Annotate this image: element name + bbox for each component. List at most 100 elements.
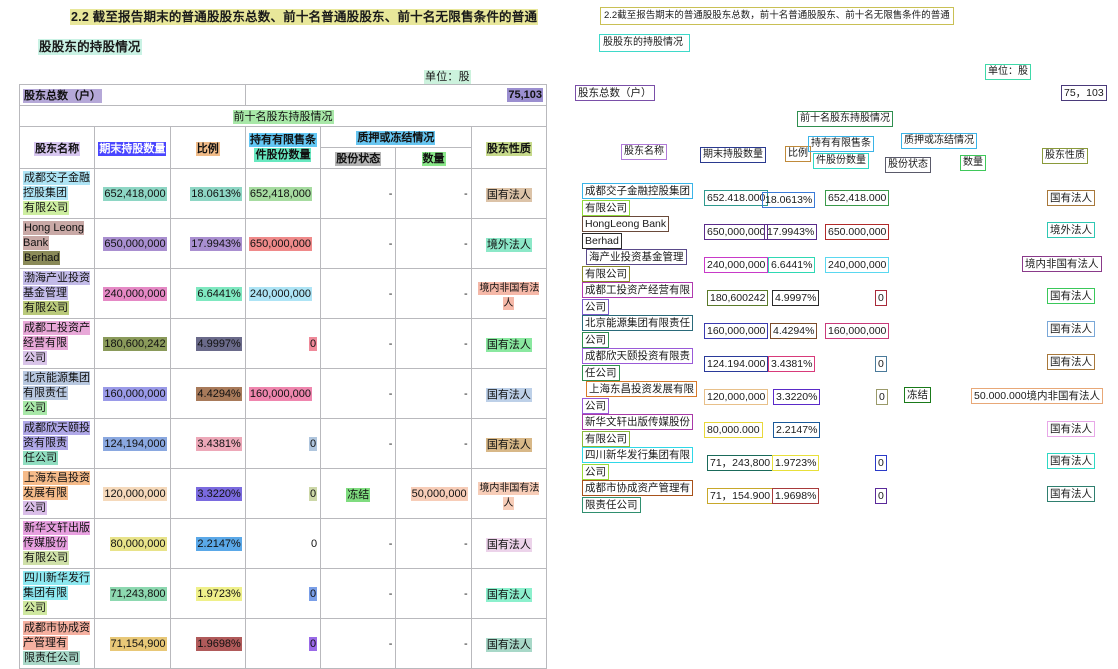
- header-cell-restricted: 持有有限售条 件股份数量: [244, 126, 322, 169]
- cell-pct-value: 17.9943%: [190, 236, 242, 251]
- ocr-cell-qty: 652.418.000: [704, 190, 769, 206]
- cell-pct-value: 6.6441%: [196, 286, 242, 301]
- cell-pct: 3.3220%: [169, 468, 246, 519]
- cell-amount: -: [395, 268, 472, 319]
- ocr-cell-restricted: 0: [875, 290, 887, 306]
- page-title-line2-text: 股股东的持股情况: [38, 39, 142, 55]
- cell-restricted-value: 0: [311, 537, 318, 550]
- page-title-line1: 2.2 截至报告期末的普通股股东总数、前十名普通股股东、前十名无限售条件的普通: [70, 6, 539, 25]
- cell-holder-type: 境外法人: [470, 218, 548, 269]
- ocr-cell-name-line1: 成都交子金融控股集团: [582, 183, 693, 199]
- cell-pct-value: 18.0613%: [190, 186, 242, 201]
- ocr-total-shareholders-label: 股东总数（户）: [575, 85, 655, 101]
- table-header-row-1: 股东名称 期末持股数量 比例 持有有限售条 件股份数量 质押或冻结情况 股东性质: [18, 126, 548, 169]
- cell-pct-value: 1.9723%: [196, 586, 242, 601]
- cell-amount-value: 50,000,000: [410, 486, 468, 501]
- cell-share-state: -: [320, 318, 397, 369]
- ocr-cell-qty: 71，154.900: [707, 488, 774, 504]
- cell-holder-type-value: 境外法人: [485, 237, 532, 252]
- cell-amount-value: -: [464, 237, 468, 250]
- cell-restricted-value: 160,000,000: [248, 386, 313, 401]
- cell-pct-value: 4.9997%: [196, 336, 242, 351]
- total-shareholders-label-cell: 股东总数（户）: [19, 84, 246, 106]
- ocr-cell-name-line1: 成都欣天颐投资有限责: [582, 348, 693, 364]
- cell-qty-value: 71,154,900: [109, 636, 167, 651]
- ocr-cell-name-line1: 海产业投资基金管理: [586, 249, 687, 265]
- cell-name-line2: 公司: [23, 601, 47, 615]
- cell-amount: -: [395, 568, 472, 619]
- header-name-label: 股东名称: [34, 141, 81, 156]
- header-cell-holder-type: 股东性质: [470, 126, 548, 169]
- cell-holder-type: 国有法人: [470, 368, 548, 419]
- cell-name: 新华文轩出版传媒股份 有限公司: [18, 518, 96, 569]
- cell-share-state: -: [320, 618, 397, 669]
- cell-restricted: 652,418,000: [244, 168, 322, 219]
- ocr-cell-name-line2: 公司: [582, 332, 609, 348]
- cell-name-line2: 公司: [23, 351, 47, 365]
- cell-share-state: -: [320, 218, 397, 269]
- cell-name: 成都交子金融控股集团 有限公司: [18, 168, 96, 219]
- table-row: Hong Leong Bank Berhad 650,000,000 17.99…: [18, 218, 548, 269]
- ocr-cell-pct: 4.4294%: [770, 323, 818, 339]
- cell-restricted-value: 240,000,000: [248, 286, 313, 301]
- left-highlighted-document-pane: 2.2 截至报告期末的普通股股东总数、前十名普通股股东、前十名无限售条件的普通 …: [0, 0, 560, 669]
- cell-name-line2: 有限公司: [23, 301, 69, 315]
- cell-restricted: 0: [244, 568, 322, 619]
- cell-name-line1: 成都市协成资产管理有: [23, 621, 90, 650]
- table-row: 成都市协成资产管理有 限责任公司 71,154,900 1.9698% 0 - …: [18, 618, 548, 669]
- cell-pct: 3.4381%: [169, 418, 246, 469]
- ocr-cell-qty: 180,600242: [707, 290, 769, 306]
- cell-holder-type-value: 国有法人: [485, 387, 532, 402]
- ocr-cell-pct: 6.6441%: [768, 257, 816, 273]
- cell-name: 成都欣天颐投资有限责 任公司: [18, 418, 96, 469]
- cell-pct-value: 3.4381%: [196, 436, 242, 451]
- cell-qty: 160,000,000: [94, 368, 171, 419]
- cell-qty: 124,194,000: [94, 418, 171, 469]
- cell-pct: 4.9997%: [169, 318, 246, 369]
- cell-name-line1: Hong Leong Bank: [23, 221, 84, 250]
- cell-pct-value: 2.2147%: [196, 536, 242, 551]
- cell-pct: 2.2147%: [169, 518, 246, 569]
- ocr-header-qty: 期末持股数量: [700, 147, 766, 163]
- cell-amount-value: -: [464, 387, 468, 400]
- cell-name: 四川新华发行集团有限 公司: [18, 568, 96, 619]
- cell-name-line1: 上海东昌投资发展有限: [23, 471, 90, 500]
- cell-name: 成都市协成资产管理有 限责任公司: [18, 618, 96, 669]
- cell-qty-value: 652,418,000: [103, 186, 167, 201]
- cell-share-state: -: [320, 568, 397, 619]
- table-row: 新华文轩出版传媒股份 有限公司 80,000,000 2.2147% 0 - -…: [18, 518, 548, 569]
- ocr-cell-qty: 80,000.000: [704, 422, 763, 438]
- ocr-cell-pct: 17.9943%: [764, 224, 818, 240]
- ocr-cell-name-line1: 上海东昌投资发展有限: [586, 381, 697, 397]
- cell-amount: -: [395, 418, 472, 469]
- ocr-cell-qty: 650,000,000: [704, 224, 769, 240]
- ocr-header-pct: 比例: [785, 146, 811, 162]
- cell-name-line1: 成都欣天颐投资有限责: [23, 421, 90, 450]
- ocr-cell-qty: 124.194.000: [704, 356, 769, 372]
- cell-amount-value: -: [464, 187, 468, 200]
- ocr-cell-name-line2: 限责任公司: [582, 497, 641, 513]
- ocr-cell-restricted: 0: [876, 389, 888, 405]
- ocr-cell-name-line1: 成都工投资产经营有限: [582, 282, 693, 298]
- ocr-cell-name-line2: Berhad: [582, 233, 622, 249]
- cell-restricted: 240,000,000: [244, 268, 322, 319]
- ocr-cell-name-line2: 公司: [582, 398, 609, 414]
- ocr-cell-restricted: 652,418.000: [825, 190, 890, 206]
- ocr-cell-name-line1: 北京能源集团有限责任: [582, 315, 693, 331]
- total-shareholders-row: 股东总数（户） 75,103: [19, 84, 548, 106]
- ocr-cell-share-state: 冻结: [904, 387, 931, 403]
- page-title-line1-text: 2.2 截至报告期末的普通股股东总数、前十名普通股股东、前十名无限售条件的普通: [70, 9, 539, 25]
- cell-name-line1: 北京能源集团有限责任: [23, 371, 90, 400]
- ocr-header-share-state: 股份状态: [885, 157, 931, 173]
- table-row: 上海东昌投资发展有限 公司 120,000,000 3.3220% 0 冻结 5…: [18, 468, 548, 519]
- ocr-cell-qty: 240,000,000: [704, 257, 769, 273]
- cell-holder-type-value: 境内非国有法人: [478, 481, 540, 510]
- cell-restricted: 0: [244, 418, 322, 469]
- ocr-header-restricted-line1: 持有有限售条: [808, 136, 874, 152]
- cell-amount: -: [395, 518, 472, 569]
- cell-name-line1: 成都交子金融控股集团: [23, 171, 90, 200]
- cell-holder-type: 国有法人: [470, 568, 548, 619]
- cell-amount-value: -: [464, 637, 468, 650]
- cell-qty: 240,000,000: [94, 268, 171, 319]
- cell-qty: 71,154,900: [94, 618, 171, 669]
